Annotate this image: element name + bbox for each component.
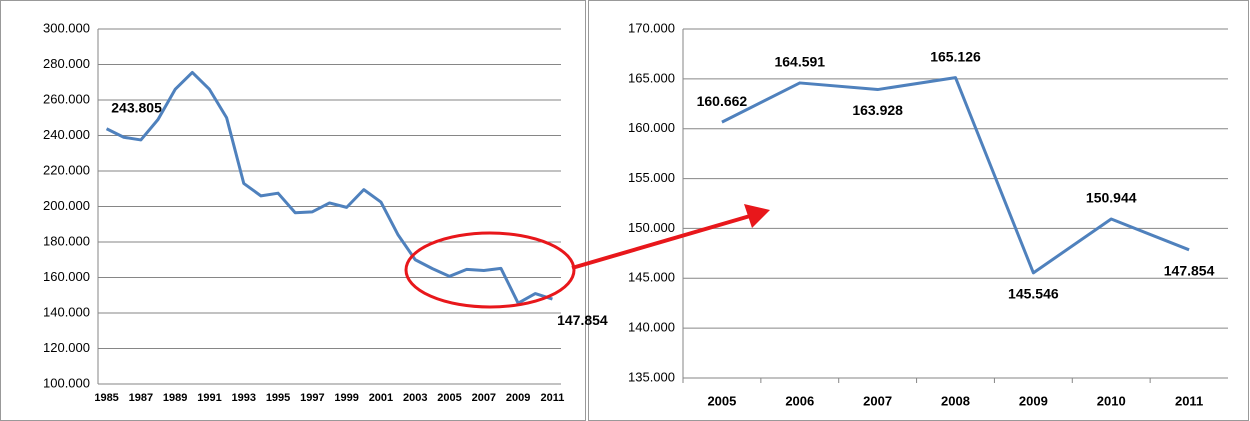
x-tick-label: 1987 xyxy=(129,392,153,404)
panel-border xyxy=(588,0,1249,421)
y-tick-label: 145.000 xyxy=(628,270,675,285)
x-tick-label: 2007 xyxy=(863,393,892,408)
y-tick-label: 160.000 xyxy=(628,120,675,135)
y-tick-label: 220.000 xyxy=(43,162,90,177)
data-label: 150.944 xyxy=(1086,190,1137,206)
x-tick-label: 2007 xyxy=(472,392,496,404)
x-tick-label: 2009 xyxy=(506,392,530,404)
x-tick-label: 2011 xyxy=(1175,393,1203,408)
x-tick-label: 2006 xyxy=(785,393,814,408)
x-tick-label: 1997 xyxy=(300,392,324,404)
y-tick-label: 155.000 xyxy=(628,170,675,185)
x-tick-label: 1995 xyxy=(266,392,290,404)
data-line xyxy=(721,76,1190,275)
x-tick-label: 2011 xyxy=(540,392,564,404)
y-tick-label: 240.000 xyxy=(43,127,90,142)
y-tick-label: 280.000 xyxy=(43,56,90,71)
data-label: 160.662 xyxy=(697,93,748,109)
y-tick-label: 140.000 xyxy=(43,304,90,319)
x-tick-label: 1985 xyxy=(94,392,118,404)
arrow-line xyxy=(571,214,751,270)
y-tick-label: 300.000 xyxy=(43,20,90,35)
highlight-ellipse xyxy=(404,231,576,309)
x-tick-label: 2001 xyxy=(369,392,393,404)
y-tick-label: 135.000 xyxy=(628,369,675,384)
data-label: 243.805 xyxy=(111,99,162,115)
y-tick-label: 160.000 xyxy=(43,269,90,284)
y-tick-label: 200.000 xyxy=(43,198,90,213)
arrow-head xyxy=(744,204,770,228)
x-tick-label: 2003 xyxy=(403,392,427,404)
data-label: 147.854 xyxy=(557,312,608,328)
x-tick-label: 2008 xyxy=(941,393,970,408)
x-tick-label: 2005 xyxy=(437,392,461,404)
y-tick-label: 140.000 xyxy=(628,320,675,335)
y-tick-label: 100.000 xyxy=(43,375,90,390)
x-tick-label: 1989 xyxy=(163,392,187,404)
data-label: 147.854 xyxy=(1164,263,1215,279)
x-tick-label: 2010 xyxy=(1097,393,1126,408)
data-label: 165.126 xyxy=(930,48,981,64)
data-label: 164.591 xyxy=(774,54,825,70)
x-tick-label: 1991 xyxy=(197,392,221,404)
y-tick-label: 165.000 xyxy=(628,70,675,85)
x-tick-label: 2009 xyxy=(1019,393,1048,408)
data-label: 145.546 xyxy=(1008,286,1059,302)
y-tick-label: 170.000 xyxy=(628,20,675,35)
x-tick-label: 1993 xyxy=(232,392,256,404)
data-label: 163.928 xyxy=(852,102,903,118)
x-tick-label: 1999 xyxy=(334,392,358,404)
y-tick-label: 260.000 xyxy=(43,91,90,106)
y-tick-label: 150.000 xyxy=(628,220,675,235)
y-tick-label: 120.000 xyxy=(43,340,90,355)
y-tick-label: 180.000 xyxy=(43,233,90,248)
x-tick-label: 2005 xyxy=(707,393,736,408)
data-line xyxy=(105,70,553,305)
